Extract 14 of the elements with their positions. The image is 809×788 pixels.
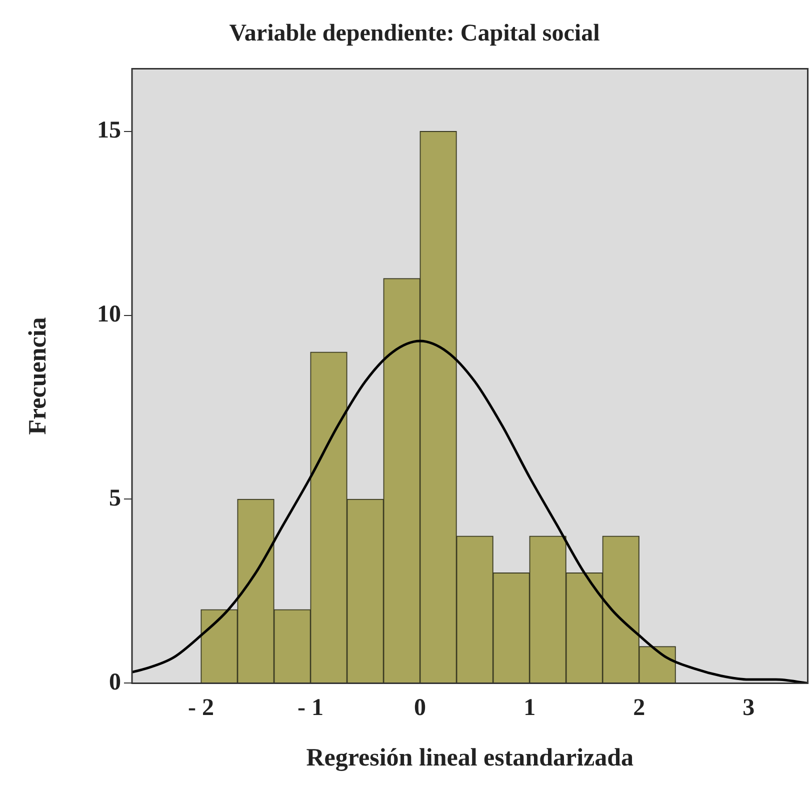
y-tick-label: 15 — [97, 118, 121, 144]
y-tick-label: 5 — [109, 485, 121, 512]
y-tick-label: 0 — [109, 669, 121, 696]
x-tick-label: 1 — [524, 694, 536, 721]
x-axis-title: Regresión lineal estandarizada — [306, 744, 634, 772]
x-tick-label: 3 — [742, 694, 755, 721]
chart-title: Variable dependiente: Capital social — [229, 20, 600, 47]
line-series — [132, 340, 808, 684]
y-axis-title: Frecuencia — [24, 316, 52, 435]
x-tick-label: - 1 — [298, 694, 324, 721]
x-tick-label: - 2 — [188, 694, 214, 721]
y-tick-label: 10 — [97, 302, 121, 328]
x-tick-label: 0 — [414, 694, 426, 721]
x-tick-label: 2 — [633, 694, 646, 721]
